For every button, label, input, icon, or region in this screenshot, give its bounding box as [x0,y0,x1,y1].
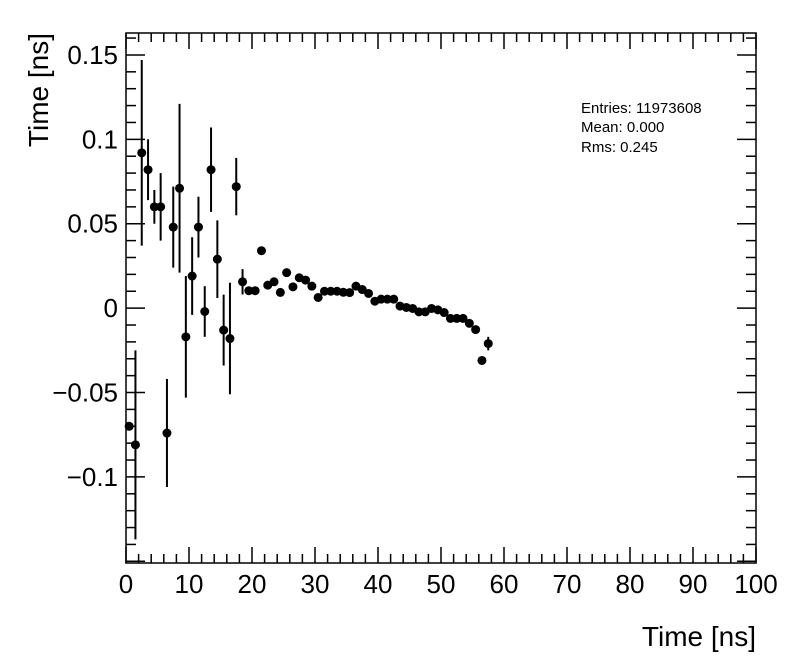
data-point [238,277,248,287]
data-point [149,202,159,212]
data-point [382,294,392,304]
data-point [445,313,455,323]
data-point [244,286,254,296]
y-tick-label: 0.05 [67,209,118,239]
data-points [124,60,493,540]
x-tick-label: 40 [364,569,393,599]
data-point [206,165,216,175]
y-tick-label: 0 [104,293,118,323]
data-point [414,307,424,317]
x-tick-label: 100 [734,569,777,599]
data-point [389,294,399,304]
x-tick-label: 80 [616,569,645,599]
data-point [143,165,153,175]
data-point [130,440,140,450]
x-tick-label: 20 [238,569,267,599]
stats-box: Entries: 11973608 Mean: 0.000 Rms: 0.245 [581,100,702,156]
data-point [219,325,229,335]
x-tick-label: 60 [490,569,519,599]
data-point [181,332,191,342]
data-point [124,421,134,431]
data-point [364,288,374,298]
stats-entries: Entries: 11973608 [581,100,702,117]
x-axis-title: Time [ns] [642,621,756,652]
data-point [471,325,481,335]
data-point [452,313,462,323]
y-tick-label: −0.1 [67,462,118,492]
x-tick-label: 90 [679,569,708,599]
data-point [313,292,323,302]
data-point [288,282,298,292]
data-point [193,222,203,232]
data-point [200,307,210,317]
axes: 0 10 20 30 40 50 60 70 80 90 100 0.15 0.1 0.05 0 −0.05 −… [52,33,778,599]
x-tick-label: 0 [119,569,133,599]
x-tick-label: 50 [427,569,456,599]
stats-rms: Rms: 0.245 [581,139,658,156]
data-point [458,313,468,323]
x-tick-label: 30 [301,569,330,599]
y-tick-label: 0.15 [67,40,118,70]
data-point [168,222,178,232]
data-point [175,183,185,193]
data-point [439,308,449,318]
data-point [307,281,317,291]
data-point [269,277,279,287]
x-tick-label: 10 [175,569,204,599]
data-point [464,318,474,328]
data-point [483,339,493,349]
data-point [376,294,386,304]
x-tick-label: 70 [553,569,582,599]
y-axis-title: Time [ns] [23,33,54,147]
data-point [231,182,241,192]
data-point [301,275,311,285]
data-point [212,254,222,264]
data-point [156,202,166,212]
data-point [256,246,266,256]
data-point [282,268,292,278]
y-tick-label: 0.1 [82,124,118,154]
data-point [137,148,147,158]
data-point [250,286,260,296]
data-point [326,286,336,296]
data-point [225,334,235,344]
data-point [477,355,487,365]
data-point [319,286,329,296]
data-point [187,271,197,281]
stats-mean: Mean: 0.000 [581,119,664,136]
y-tick-label: −0.05 [52,378,118,408]
data-point [345,288,355,298]
data-point [275,287,285,297]
data-point [162,428,172,438]
